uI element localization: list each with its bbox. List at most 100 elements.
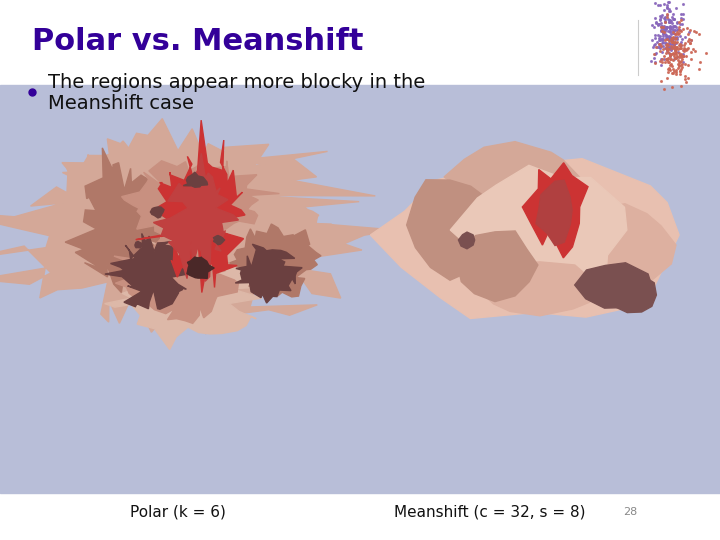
Point [654,33,665,42]
Point [650,19,662,28]
Point [668,44,680,53]
Point [675,82,687,90]
Point [657,45,669,53]
Point [685,36,697,44]
Point [669,39,680,48]
Point [670,50,682,58]
Point [661,13,672,22]
Point [662,3,673,12]
Point [665,46,677,55]
Point [672,60,684,69]
Point [662,10,673,18]
Text: The regions appear more blocky in the: The regions appear more blocky in the [48,72,426,91]
Point [674,19,685,28]
Point [662,15,673,23]
Point [654,16,666,24]
Point [675,0,686,2]
Point [658,22,670,31]
Point [664,23,675,32]
Point [660,23,672,32]
Point [665,28,676,36]
Point [656,27,667,36]
Point [660,40,671,49]
Point [665,55,676,64]
Point [659,15,670,24]
Point [667,36,678,44]
Point [666,82,678,91]
Point [674,39,685,48]
Point [659,18,670,26]
Point [671,52,683,61]
Point [651,38,662,46]
Point [662,33,674,42]
Polygon shape [199,190,354,287]
Point [675,51,686,59]
Point [661,39,672,48]
Point [663,39,675,48]
Point [657,29,668,37]
Point [685,36,697,45]
Point [654,46,665,55]
Point [666,38,678,46]
Point [675,64,687,73]
Point [665,17,677,26]
Point [669,38,680,47]
Point [665,7,676,16]
Point [675,41,686,50]
Point [649,14,661,23]
Point [671,52,683,60]
Point [669,53,680,62]
Point [673,41,685,50]
Point [649,31,661,39]
Point [663,37,675,45]
Point [649,58,661,66]
Point [661,74,672,83]
Point [672,48,683,56]
Point [661,46,672,55]
Polygon shape [577,204,676,285]
Point [669,22,680,30]
Point [672,19,683,28]
Polygon shape [575,263,652,308]
Point [658,85,670,94]
Point [661,40,672,49]
Point [677,25,688,33]
Point [667,15,679,23]
Point [649,49,661,58]
Polygon shape [370,159,679,319]
Point [649,0,661,8]
Point [661,39,672,48]
Point [665,32,676,41]
Polygon shape [104,255,265,349]
Point [670,66,682,75]
Point [670,47,681,56]
Point [662,42,674,50]
Point [662,35,674,43]
Point [658,23,670,32]
Point [665,51,676,60]
Point [672,35,683,44]
Point [655,61,667,70]
Point [672,30,683,38]
Point [662,41,674,50]
Point [680,60,691,69]
Point [654,13,666,22]
Point [655,55,667,63]
Point [667,28,679,36]
Point [657,11,668,20]
Point [657,35,669,44]
Text: Polar (k = 6): Polar (k = 6) [130,504,226,519]
Point [664,22,675,31]
Point [670,48,681,57]
Point [654,32,666,40]
Point [652,1,664,9]
Point [675,41,686,50]
Point [654,39,665,48]
Point [646,36,657,44]
Point [685,39,696,48]
Point [661,11,672,19]
Point [653,42,665,51]
Point [667,22,678,30]
Point [694,58,706,66]
Point [664,35,675,44]
